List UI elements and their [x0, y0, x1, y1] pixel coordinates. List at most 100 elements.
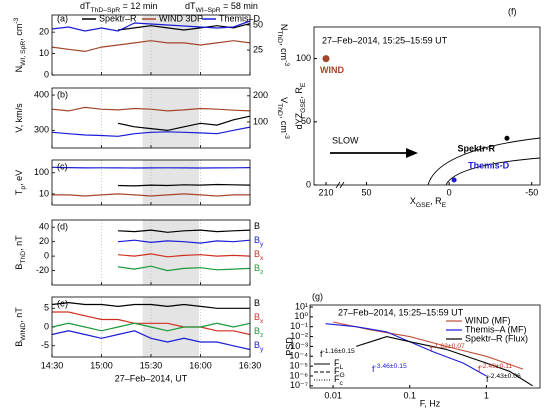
y2-axis-label-part: -3 — [283, 60, 290, 66]
legend-label: By — [254, 340, 264, 352]
legend-label-part: x — [260, 255, 264, 262]
y-axis-label-part: B — [14, 341, 24, 347]
chart-title: 27–Feb–2014, 15:25–15:59 UT — [322, 35, 448, 45]
fit-label-part: f — [320, 349, 323, 359]
y2-axis-label: NThD, cm-3 — [276, 24, 290, 67]
series-line — [51, 20, 251, 32]
y-tick-label: 10¹ — [295, 301, 308, 311]
y-axis-label-part: N — [14, 66, 24, 73]
series-line — [51, 166, 251, 169]
x-tick-label: 0 — [447, 187, 452, 197]
legend-label: Bz — [254, 326, 264, 338]
header-part: ThD–SpR — [91, 7, 121, 14]
x-tick-label: 16:30 — [239, 360, 262, 370]
y-tick-label: 0 — [44, 69, 49, 79]
fit-label-part: -1.62±0.07 — [433, 343, 465, 350]
x-axis-label-part: , R — [430, 196, 442, 206]
point — [504, 135, 510, 141]
fit-legend-label-part: G — [340, 372, 345, 379]
fit-label-part: -3.46±0.15 — [375, 363, 407, 370]
legend-label: Themis–A (MF) — [465, 324, 527, 334]
series-line — [117, 253, 251, 258]
series-line — [51, 106, 251, 112]
series-line — [52, 311, 251, 336]
x-axis-label: XGSE, RE — [410, 196, 447, 208]
axis-break — [335, 181, 345, 189]
legend-label-part: x — [260, 318, 264, 325]
legend-label: Bx — [254, 249, 264, 261]
legend-label: Bx — [254, 312, 264, 324]
y-axis-label: BWIND, nT — [14, 307, 26, 347]
y2-axis-label-part: ThD — [276, 103, 283, 116]
x-tick-label: 0.01 — [324, 390, 342, 400]
y-axis-label-part: , eV — [14, 170, 24, 186]
fit-label: f-1.16±0.15 — [320, 348, 355, 360]
fit-label: f-2.49±0.11 — [478, 363, 512, 375]
x-tick-label: 210 — [318, 187, 333, 197]
panel-label: (f) — [508, 6, 517, 16]
fit-legend-label-part: F — [334, 374, 340, 384]
y-axis-label-part: B — [14, 264, 24, 270]
y-axis-label: Tp, eV — [14, 170, 26, 195]
y-axis-label: NWI, SpR, cm-3 — [13, 17, 27, 72]
y-axis-label-part: dYZ — [294, 112, 304, 129]
y-axis-label-part: , nT — [14, 235, 24, 251]
frame — [51, 14, 251, 76]
panel-label: (e) — [57, 298, 68, 308]
series-line — [51, 330, 251, 351]
fit-label-part: -2.49±0.11 — [481, 363, 513, 370]
y-axis-label: dYZGSE, RE — [294, 82, 306, 129]
y2-axis-label-part: V — [279, 97, 289, 103]
header-part: = 12 min — [120, 1, 157, 11]
legend-label-part: B — [254, 221, 260, 231]
y2-tick-label: 50 — [253, 19, 263, 29]
y-tick-label: 10⁰ — [294, 311, 308, 321]
y-axis-label-part: GSE — [300, 98, 307, 113]
legend-label: B — [254, 298, 260, 308]
y2-axis-label-part: N — [279, 24, 289, 31]
series-line — [117, 265, 251, 272]
fit-label-part: f — [478, 364, 481, 374]
x-tick-label: 50 — [362, 187, 372, 197]
fit-legend-label-part: F — [334, 358, 340, 368]
y-tick-label: -20 — [36, 265, 49, 275]
y-tick-label: 10⁻⁷ — [290, 380, 308, 390]
x-axis-label-part: GSE — [416, 202, 431, 209]
legend-label-part: y — [260, 241, 264, 248]
x-tick-label: 0.1 — [403, 390, 416, 400]
point-label: Themis-D — [468, 160, 510, 170]
legend-label: WIND (MF) — [465, 315, 510, 325]
fit-legend-label: FL — [334, 358, 344, 370]
legend-label-part: B — [254, 298, 260, 308]
header-part: dT — [80, 1, 91, 11]
x-tick-label: 1 — [484, 390, 489, 400]
fit-label: f-1.62±0.07 — [430, 343, 465, 355]
y-tick-label: 10⁻¹ — [290, 321, 308, 331]
panel-label: (b) — [57, 89, 68, 99]
frame — [51, 159, 251, 206]
series-line — [117, 229, 251, 233]
y-axis-label: V, km/s — [14, 103, 24, 133]
y-tick-label: 0 — [306, 179, 311, 189]
y-axis-label-part: T — [14, 189, 24, 195]
y-tick-label: 40 — [39, 222, 49, 232]
series-line — [51, 126, 251, 137]
y-axis-label-part: WI, SpR — [20, 41, 27, 66]
y-tick-label: 20 — [39, 27, 49, 37]
y-axis-label-part: V — [14, 127, 24, 133]
header-part: dT — [185, 1, 196, 11]
x-tick-label: 15:30 — [140, 360, 163, 370]
frame — [51, 87, 251, 149]
legend-label: Themis–D — [219, 13, 261, 23]
legend-label: Bz — [254, 263, 264, 275]
fit-label: f-3.46±0.15 — [372, 363, 407, 375]
y-axis-label: PSD — [284, 337, 294, 356]
frame — [51, 296, 251, 358]
magnetopause — [445, 157, 541, 186]
y-tick-label: 20 — [39, 236, 49, 246]
series-line — [51, 301, 250, 309]
y2-axis-label-part: , cm — [279, 43, 289, 60]
y-tick-label: 10 — [39, 188, 49, 198]
y-tick-label: 10⁻³ — [290, 341, 308, 351]
fit-label: f-2.43±0.06 — [486, 373, 521, 385]
